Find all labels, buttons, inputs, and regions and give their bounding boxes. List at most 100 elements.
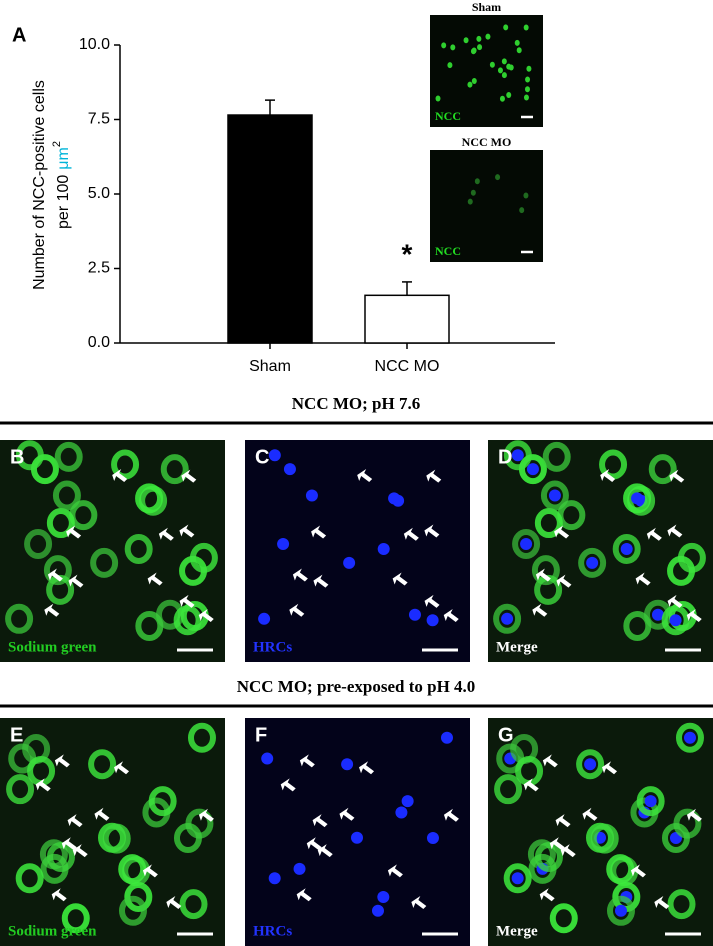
arrow — [424, 594, 440, 608]
arrow — [669, 469, 685, 483]
arrow — [66, 525, 82, 539]
cell — [111, 449, 140, 480]
arrow — [654, 895, 670, 909]
arrow — [667, 594, 683, 608]
cell — [435, 95, 441, 102]
cell — [525, 76, 531, 83]
cell — [43, 555, 72, 586]
hrc — [261, 752, 274, 765]
cell — [441, 42, 447, 49]
channel-label: Merge — [496, 923, 538, 939]
arrow — [523, 778, 539, 792]
cell — [524, 86, 530, 93]
cell — [497, 67, 503, 74]
hrc — [520, 538, 533, 551]
y-axis-label: Number of NCC-positive cells — [31, 80, 48, 290]
cell — [501, 58, 507, 65]
arrow — [68, 574, 84, 588]
cell — [102, 823, 131, 854]
cell — [606, 895, 635, 926]
cell — [52, 480, 81, 511]
arrow — [403, 527, 419, 541]
hrc — [526, 463, 539, 476]
hrc — [426, 832, 439, 845]
hrc — [293, 862, 306, 875]
channel-label: Merge — [496, 639, 538, 655]
cell — [61, 903, 90, 934]
cell — [499, 95, 505, 102]
arrow — [539, 888, 555, 902]
cell — [135, 611, 164, 642]
arrow — [339, 807, 355, 821]
arrow — [630, 864, 646, 878]
cell — [476, 35, 482, 42]
arrow — [147, 572, 163, 586]
channel-label: Sodium green — [8, 639, 97, 655]
micrograph-panel: D Merge — [488, 440, 713, 662]
arrow — [198, 808, 214, 822]
hrc — [669, 614, 682, 627]
cell — [503, 440, 532, 471]
arrow — [94, 807, 110, 821]
arrow — [392, 572, 408, 586]
hrc — [426, 614, 439, 627]
arrow — [443, 808, 459, 822]
x-tick-label: NCC MO — [375, 358, 440, 375]
y-tick-label: 7.5 — [88, 111, 110, 128]
cell — [450, 44, 456, 51]
y-label-power: 2 — [51, 141, 63, 147]
arrow — [554, 525, 570, 539]
arrow — [686, 808, 702, 822]
cell — [677, 542, 706, 573]
hrc — [620, 542, 633, 555]
cell — [124, 881, 153, 912]
cell — [474, 178, 480, 185]
micrograph — [430, 150, 543, 262]
cell — [667, 889, 696, 920]
section-title: NCC MO; pH 7.6 — [292, 394, 420, 413]
hrc — [511, 872, 524, 885]
cell — [590, 823, 619, 854]
arrow — [556, 574, 572, 588]
cell — [675, 722, 704, 753]
cell — [6, 774, 35, 805]
cell — [5, 603, 34, 634]
hrc — [586, 556, 599, 569]
arrow — [312, 814, 328, 828]
cell — [189, 542, 218, 573]
panel-letter: D — [498, 446, 512, 468]
cell — [494, 774, 523, 805]
arrow — [198, 609, 214, 623]
cell — [661, 605, 690, 636]
arrow — [560, 844, 576, 858]
hrc — [343, 556, 356, 569]
cell — [135, 483, 164, 514]
arrow — [357, 468, 373, 482]
panel-letter: B — [10, 446, 24, 468]
cell — [514, 39, 520, 46]
arrow — [299, 754, 315, 768]
cell — [477, 44, 483, 51]
arrow — [289, 603, 305, 617]
cell — [467, 198, 473, 205]
cell — [447, 62, 453, 69]
arrow — [313, 574, 329, 588]
arrow — [181, 469, 197, 483]
cell — [88, 749, 117, 780]
arrow — [179, 594, 195, 608]
cell — [501, 72, 507, 79]
hrc — [631, 492, 644, 505]
cell — [173, 605, 202, 636]
hrc — [305, 489, 318, 502]
cell — [148, 786, 177, 817]
arrow — [424, 524, 440, 538]
hrc — [341, 758, 354, 771]
arrow — [535, 568, 551, 582]
cell — [578, 547, 607, 578]
arrow — [296, 888, 312, 902]
cell — [523, 94, 529, 101]
cell — [576, 749, 605, 780]
cell — [606, 854, 635, 885]
arrow — [54, 754, 70, 768]
